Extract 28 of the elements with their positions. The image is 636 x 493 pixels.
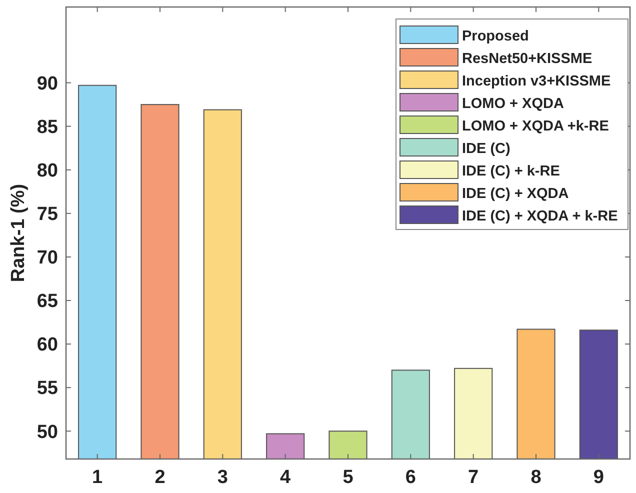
y-tick-label: 85 <box>36 116 58 138</box>
legend-label: IDE (C) + XQDA <box>462 186 570 202</box>
y-axis-title: Rank-1 (%) <box>8 184 29 282</box>
x-tick-label: 3 <box>217 467 228 488</box>
x-tick-label: 8 <box>530 467 542 488</box>
x-tick-label: 9 <box>593 467 604 488</box>
legend-label: Proposed <box>462 28 529 44</box>
y-tick-label: 50 <box>36 422 58 443</box>
y-tick-label: 70 <box>36 248 58 269</box>
y-tick-label: 60 <box>36 334 58 356</box>
legend-label: ResNet50+KISSME <box>462 50 592 67</box>
y-tick-label: 65 <box>36 291 58 312</box>
legend-label: LOMO + XQDA +k-RE <box>462 118 610 134</box>
legend-label: LOMO + XQDA <box>462 96 564 112</box>
y-tick-label: 55 <box>36 378 58 400</box>
x-tick-label: 4 <box>280 467 292 488</box>
legend-label: IDE (C) + XQDA + k-RE <box>462 208 618 224</box>
legend-label: IDE (C) <box>462 140 510 157</box>
x-tick-label: 2 <box>154 467 166 488</box>
y-tick-label: 90 <box>36 73 58 94</box>
y-tick-label: 75 <box>36 204 58 226</box>
legend-label: Inception v3+KISSME <box>462 73 611 90</box>
y-tick-label: 80 <box>36 160 58 182</box>
x-tick-label: 6 <box>405 467 416 488</box>
legend-label: IDE (C) + k-RE <box>462 163 560 180</box>
x-tick-label: 5 <box>342 467 354 488</box>
x-tick-label: 1 <box>92 467 104 488</box>
x-tick-label: 7 <box>468 467 479 488</box>
